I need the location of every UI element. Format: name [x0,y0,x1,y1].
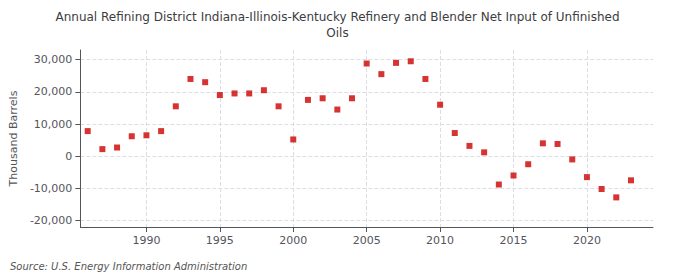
svg-text:Annual Refining District India: Annual Refining District Indiana-Illinoi… [55,10,619,24]
svg-text:Oils: Oils [326,26,348,40]
svg-text:1990: 1990 [132,234,160,247]
svg-text:2015: 2015 [500,234,528,247]
svg-text:0: 0 [65,150,72,163]
svg-text:Source: U.S. Energy Informatio: Source: U.S. Energy Information Administ… [10,261,247,272]
svg-text:20,000: 20,000 [34,85,73,98]
svg-text:1995: 1995 [206,234,234,247]
svg-text:Thousand Barrels: Thousand Barrels [7,90,20,187]
svg-text:10,000: 10,000 [34,118,73,131]
svg-text:2005: 2005 [353,234,381,247]
svg-text:30,000: 30,000 [34,53,73,66]
svg-text:2020: 2020 [573,234,601,247]
svg-text:2010: 2010 [426,234,454,247]
svg-text:-10,000: -10,000 [30,182,72,195]
svg-text:2000: 2000 [279,234,307,247]
svg-text:-20,000: -20,000 [30,214,72,227]
